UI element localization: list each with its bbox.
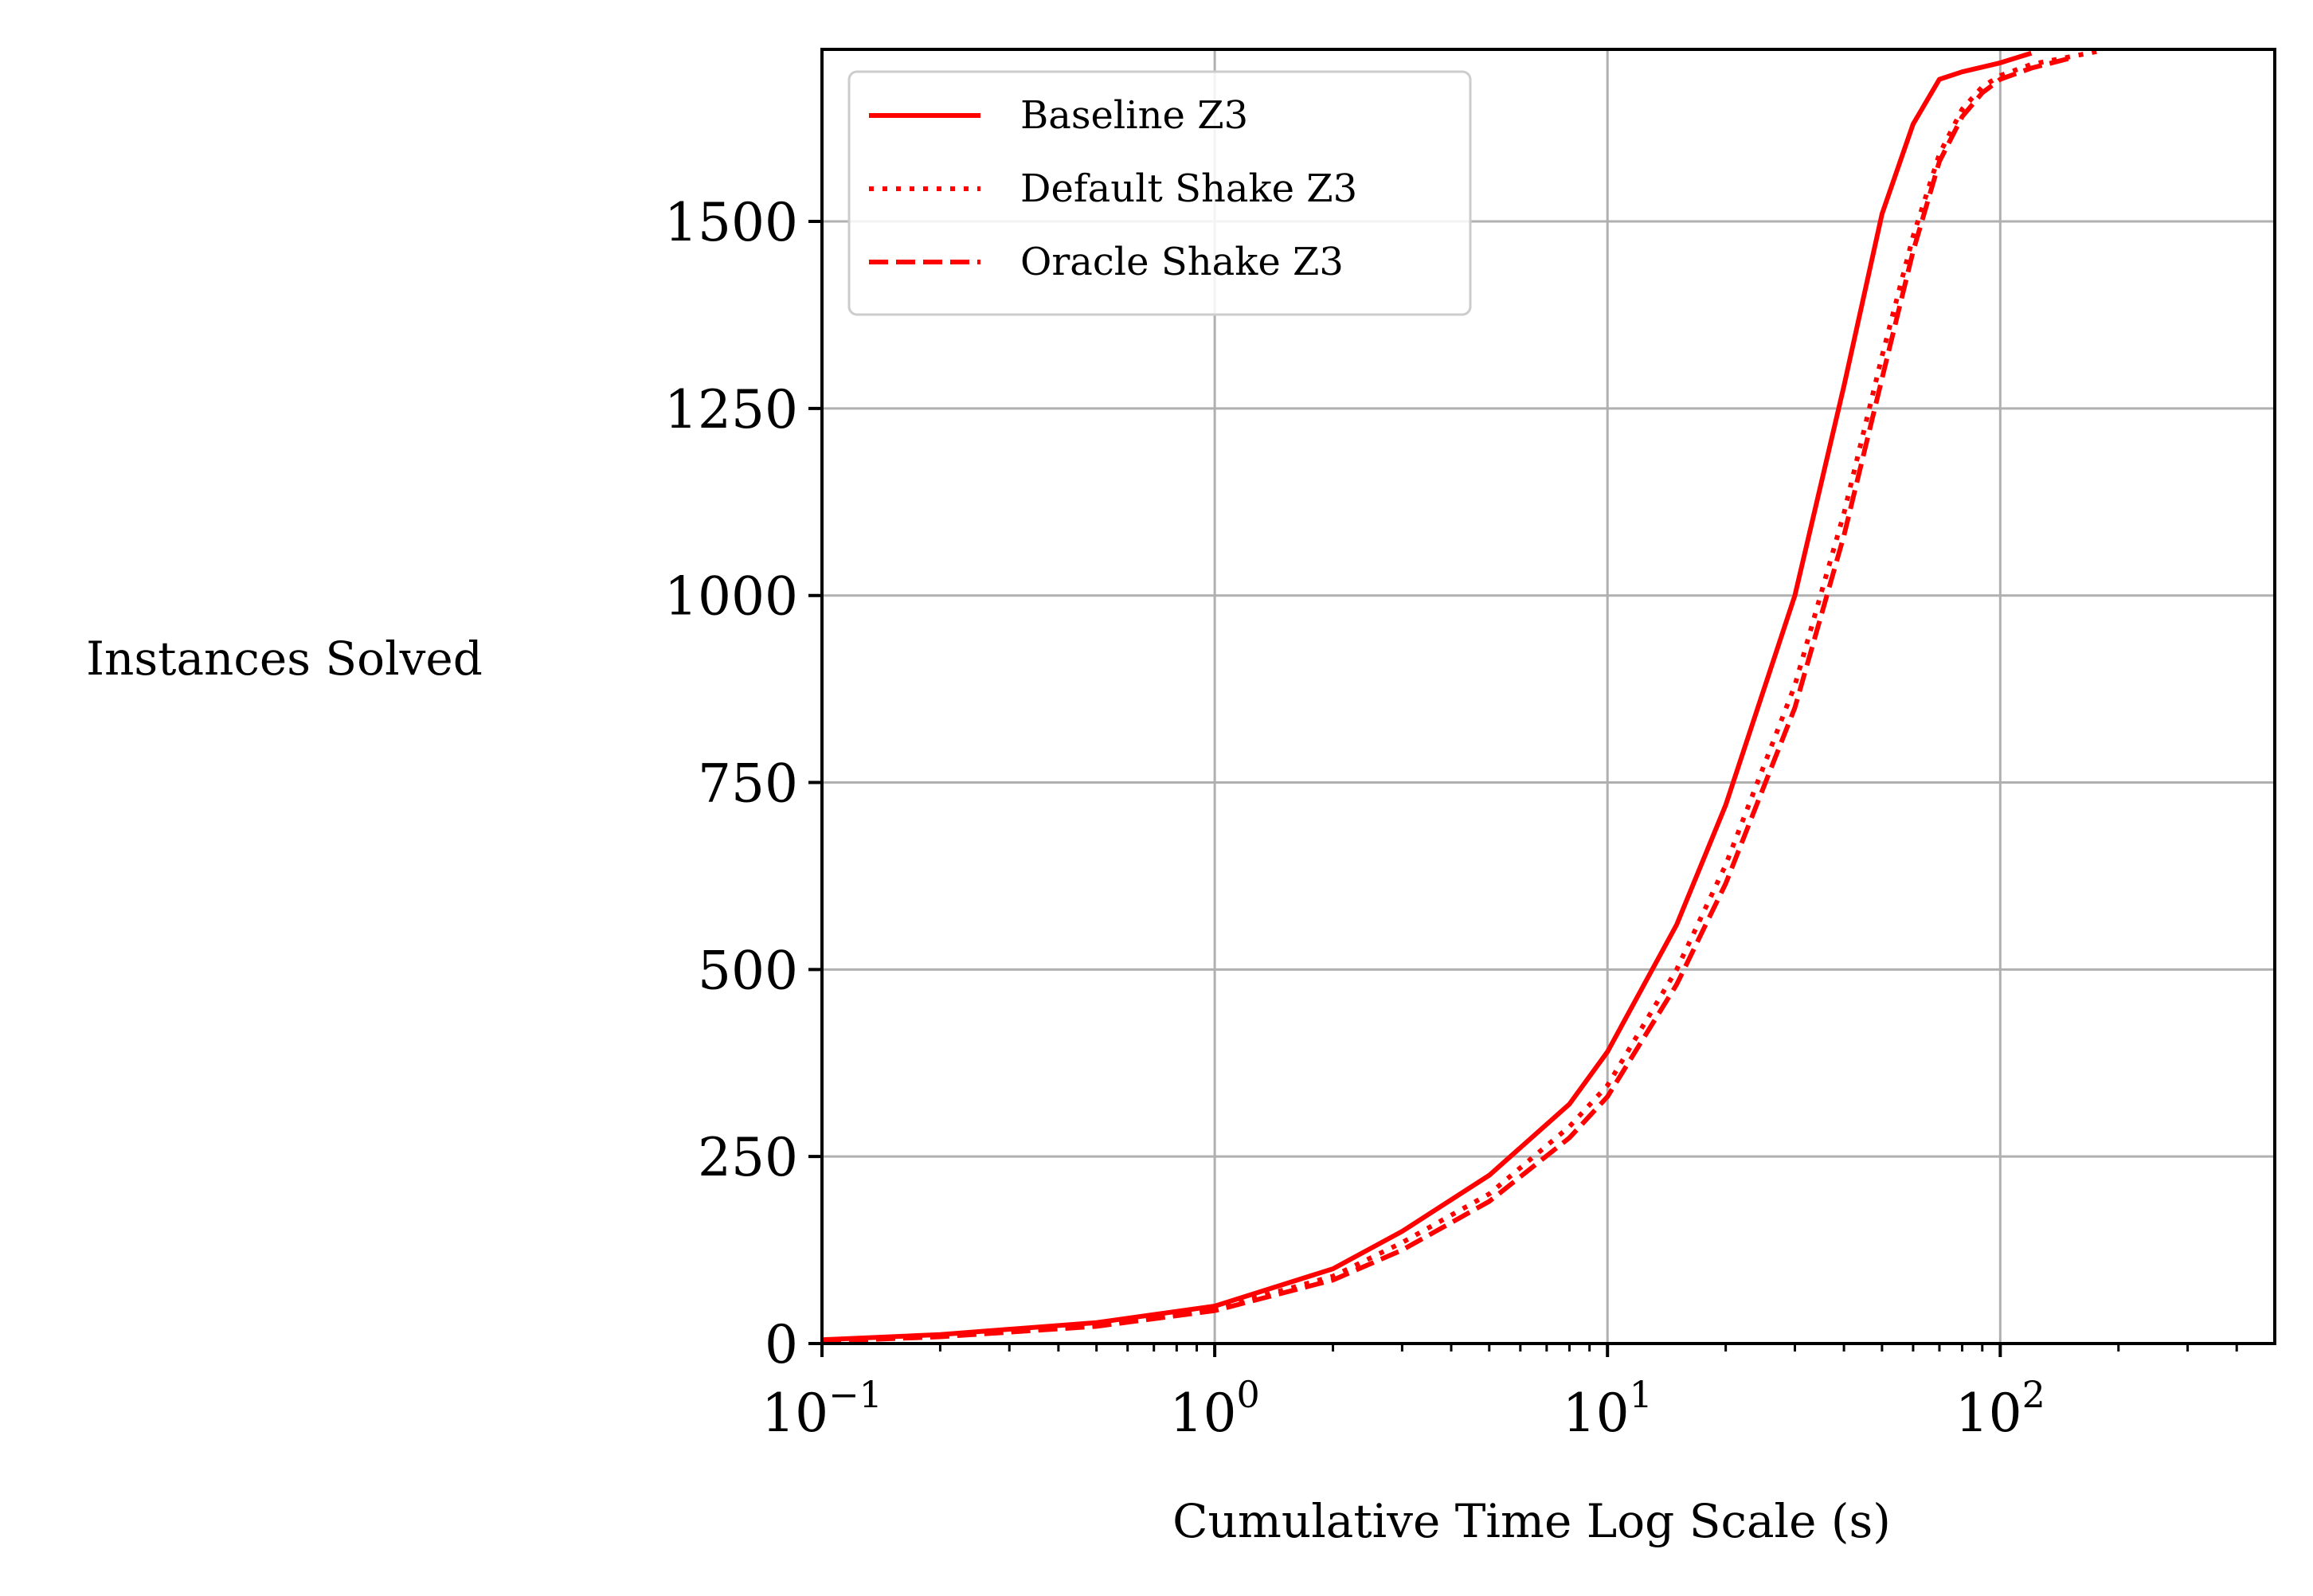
- y-tick-label: 1000: [664, 566, 798, 628]
- legend-label: Default Shake Z3: [1020, 166, 1357, 211]
- x-tick-label: 101: [1563, 1373, 1653, 1444]
- axes: 0 250 500 750 1000 1250 1500 10−1 100 101 102: [664, 48, 2276, 1444]
- legend: Baseline Z3 Default Shake Z3 Oracle Shake …: [847, 70, 1472, 316]
- series-lines: [821, 48, 2101, 1344]
- x-tick-label: 10−1: [761, 1373, 883, 1444]
- y-tick-label: 750: [698, 753, 798, 815]
- y-axis-title: Instances Solved: [86, 632, 483, 686]
- legend-label: Baseline Z3: [1020, 93, 1248, 138]
- x-axis-title: Cumulative Time Log Scale (s): [1172, 1494, 1891, 1548]
- series-line-baseline-z3: [821, 50, 2033, 1343]
- x-tick-label: 100: [1169, 1373, 1259, 1444]
- plot-frame: [820, 48, 2276, 1345]
- y-tick-label: 1250: [664, 379, 798, 440]
- legend-box: [847, 70, 1472, 316]
- legend-label: Oracle Shake Z3: [1020, 240, 1344, 284]
- series-line-oracle-shake-z3: [821, 56, 2070, 1344]
- y-tick-label: 1500: [664, 192, 798, 253]
- y-tick-label: 500: [698, 940, 798, 1001]
- grid: [820, 49, 2275, 1345]
- series-line-default-shake-z3: [821, 48, 2101, 1344]
- x-tick-label: 102: [1955, 1373, 2045, 1444]
- y-tick-label: 250: [698, 1127, 798, 1188]
- y-tick-label: 0: [765, 1314, 798, 1375]
